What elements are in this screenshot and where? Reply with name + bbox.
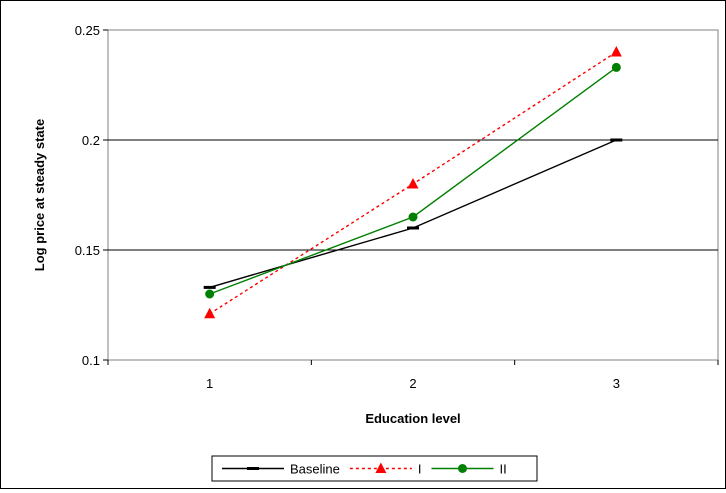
y-tick-label: 0.15	[75, 243, 100, 258]
legend-marker	[375, 462, 387, 473]
x-tick-label: 2	[409, 376, 416, 391]
data-point-i	[204, 307, 216, 319]
y-axis-ticks: 0.1 0.15 0.2 0.25	[75, 23, 108, 368]
x-tick-label: 3	[613, 376, 620, 391]
plot-area	[107, 29, 719, 361]
data-point-baseline	[407, 226, 419, 230]
data-point-i	[407, 178, 419, 189]
data-point-i	[610, 46, 622, 57]
data-point-ii	[205, 289, 215, 299]
y-tick-label: 0.2	[82, 133, 100, 148]
y-axis-label: Log price at steady state	[32, 119, 47, 271]
legend-item-baseline: Baseline	[222, 462, 340, 477]
x-tick-label: 1	[206, 376, 213, 391]
y-tick-label: 0.1	[82, 353, 100, 368]
legend-marker	[458, 464, 467, 473]
data-point-ii	[611, 62, 621, 72]
legend-label: II	[500, 462, 507, 477]
legend: Baseline I II	[211, 455, 538, 482]
legend-item-i: I	[349, 462, 422, 477]
series-i	[204, 46, 622, 319]
series-group	[203, 46, 623, 319]
legend-marker	[247, 467, 259, 470]
data-point-baseline	[610, 138, 623, 142]
data-point-baseline	[203, 285, 216, 289]
x-axis-label: Education level	[365, 411, 460, 426]
legend-label: Baseline	[290, 462, 340, 477]
legend-item-ii: II	[431, 462, 507, 477]
x-axis-ticks: 1 2 3	[107, 360, 719, 391]
legend-label: I	[418, 462, 422, 477]
series-ii	[205, 62, 621, 299]
y-tick-label: 0.25	[75, 23, 100, 38]
data-point-ii	[408, 212, 418, 222]
